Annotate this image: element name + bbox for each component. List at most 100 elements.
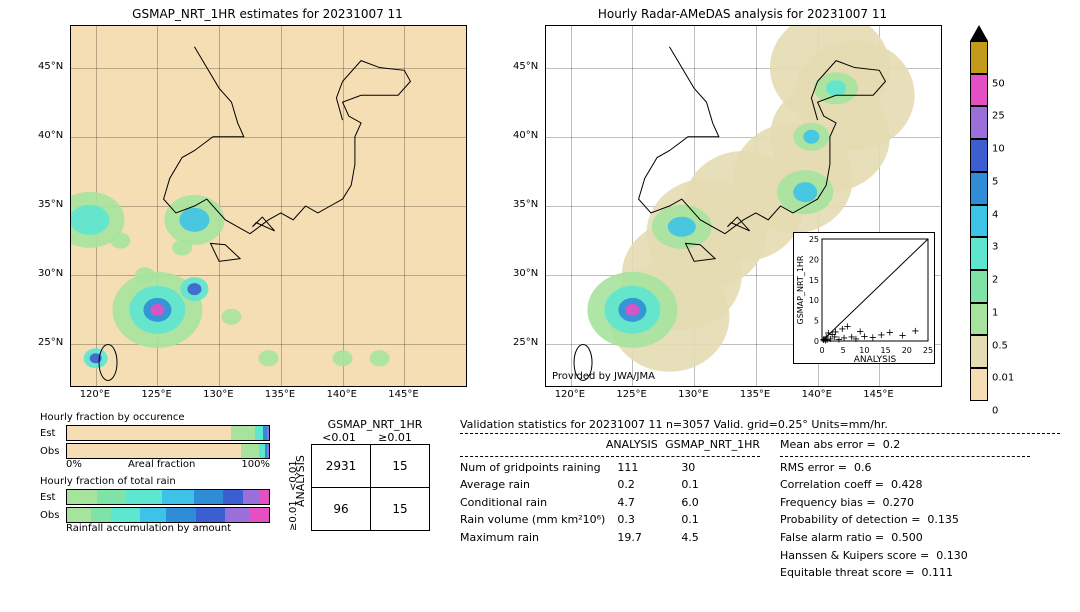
ytick: 35°N <box>38 199 63 210</box>
obs-label-1: Obs <box>40 446 62 457</box>
colorbar-tick: 3 <box>992 242 998 253</box>
colorbar-swatch <box>970 303 988 336</box>
bar-segment <box>231 426 255 440</box>
ytick: 30°N <box>513 268 538 279</box>
validation-row: Conditional rain4.76.0 <box>460 494 760 512</box>
bar-segment <box>126 490 162 504</box>
ytick: 45°N <box>513 61 538 72</box>
val-col-2: GSMAP_NRT_1HR <box>665 436 760 454</box>
score-row: Correlation coeff = 0.428 <box>780 476 1030 494</box>
bar-segment <box>241 444 259 458</box>
bar-segment <box>111 508 139 522</box>
bar-segment <box>196 508 224 522</box>
est-label-1: Est <box>40 428 62 439</box>
colorbar-swatch <box>970 237 988 270</box>
xtick: 140°E <box>802 389 832 400</box>
colorbar-swatch <box>970 270 988 303</box>
cell-01: 15 <box>371 445 430 488</box>
bar-segment <box>194 490 222 504</box>
colorbar-tick: 0.01 <box>992 373 1014 384</box>
cont-col-0: <0.01 <box>311 431 367 444</box>
validation-row: Maximum rain19.74.5 <box>460 529 760 547</box>
xtick: 140°E <box>327 389 357 400</box>
bar-segment <box>255 426 263 440</box>
bar-segment <box>67 426 231 440</box>
bar-segment <box>243 490 259 504</box>
bar-segment <box>91 508 111 522</box>
xaxis-2: 100% <box>241 459 270 470</box>
bar-segment <box>166 508 196 522</box>
validation-row: Average rain0.20.1 <box>460 476 760 494</box>
colorbar-swatch <box>970 368 988 401</box>
colorbar-tick: 5 <box>992 176 998 187</box>
cont-col-1: ≥0.01 <box>367 431 423 444</box>
ytick: 35°N <box>513 199 538 210</box>
map-credit: Provided by JWA/JMA <box>552 371 655 382</box>
xtick: 135°E <box>740 389 770 400</box>
cell-11: 15 <box>371 488 430 531</box>
bar-segment <box>225 508 249 522</box>
colorbar-tick: 50 <box>992 78 1005 89</box>
fraction-rain-obs-bar <box>66 507 270 523</box>
ytick: 25°N <box>38 337 63 348</box>
bar-segment <box>249 508 269 522</box>
fraction-occ-title: Hourly fraction by occurence <box>40 412 270 423</box>
ytick: 25°N <box>513 337 538 348</box>
colorbar-swatch <box>970 172 988 205</box>
svg-text:15: 15 <box>809 276 819 285</box>
svg-text:15: 15 <box>881 346 891 355</box>
svg-text:0: 0 <box>819 346 824 355</box>
xaxis-0: 0% <box>66 459 82 470</box>
svg-text:10: 10 <box>859 346 869 355</box>
xtick: 145°E <box>388 389 418 400</box>
colorbar-swatch <box>970 139 988 172</box>
ytick: 40°N <box>38 130 63 141</box>
scatter-inset: 00551010151520202525ANALYSISGSMAP_NRT_1H… <box>793 232 935 364</box>
validation-row: Rain volume (mm km²10⁶)0.30.1 <box>460 511 760 529</box>
svg-text:+: + <box>886 327 894 338</box>
svg-text:25: 25 <box>923 346 933 355</box>
svg-text:+: + <box>877 330 885 341</box>
xtick: 125°E <box>141 389 171 400</box>
fraction-rain-caption: Rainfall accumulation by amount <box>66 523 270 534</box>
map-b-title: Hourly Radar-AMeDAS analysis for 2023100… <box>545 7 940 21</box>
score-row: Hanssen & Kuipers score = 0.130 <box>780 547 1030 565</box>
score-row: False alarm ratio = 0.500 <box>780 529 1030 547</box>
svg-text:+: + <box>860 332 868 343</box>
cont-row-0: <0.01 <box>288 461 299 492</box>
colorbar-swatch <box>970 41 988 74</box>
cell-00: 2931 <box>312 445 371 488</box>
bar-segment <box>223 490 243 504</box>
cell-10: 96 <box>312 488 371 531</box>
fraction-rain-est-bar <box>66 489 270 505</box>
score-row: Mean abs error = 0.2 <box>780 436 1030 454</box>
svg-text:5: 5 <box>841 346 846 355</box>
fraction-occ-obs-bar <box>66 443 270 459</box>
svg-text:5: 5 <box>814 317 819 326</box>
colorbar: 00.010.512345102550 <box>970 25 988 405</box>
obs-label-2: Obs <box>40 510 62 521</box>
xtick: 120°E <box>80 389 110 400</box>
bar-segment <box>259 490 269 504</box>
colorbar-tick: 0.5 <box>992 340 1008 351</box>
score-row: Probability of detection = 0.135 <box>780 511 1030 529</box>
svg-text:20: 20 <box>809 255 819 264</box>
colorbar-tick: 1 <box>992 307 998 318</box>
bar-segment <box>162 490 194 504</box>
svg-text:20: 20 <box>902 346 912 355</box>
xtick: 130°E <box>203 389 233 400</box>
score-row: RMS error = 0.6 <box>780 459 1030 477</box>
contingency-table: 293115 9615 <box>311 444 430 531</box>
colorbar-tick: 10 <box>992 144 1005 155</box>
svg-text:ANALYSIS: ANALYSIS <box>854 355 897 363</box>
map-a <box>70 25 467 387</box>
bar-segment <box>267 426 269 440</box>
fraction-rain-title: Hourly fraction of total rain <box>40 476 270 487</box>
svg-text:25: 25 <box>809 235 819 244</box>
colorbar-swatch <box>970 205 988 238</box>
xtick: 145°E <box>863 389 893 400</box>
bar-segment <box>97 490 125 504</box>
svg-text:+: + <box>869 333 877 344</box>
xtick: 125°E <box>616 389 646 400</box>
colorbar-swatch <box>970 335 988 368</box>
